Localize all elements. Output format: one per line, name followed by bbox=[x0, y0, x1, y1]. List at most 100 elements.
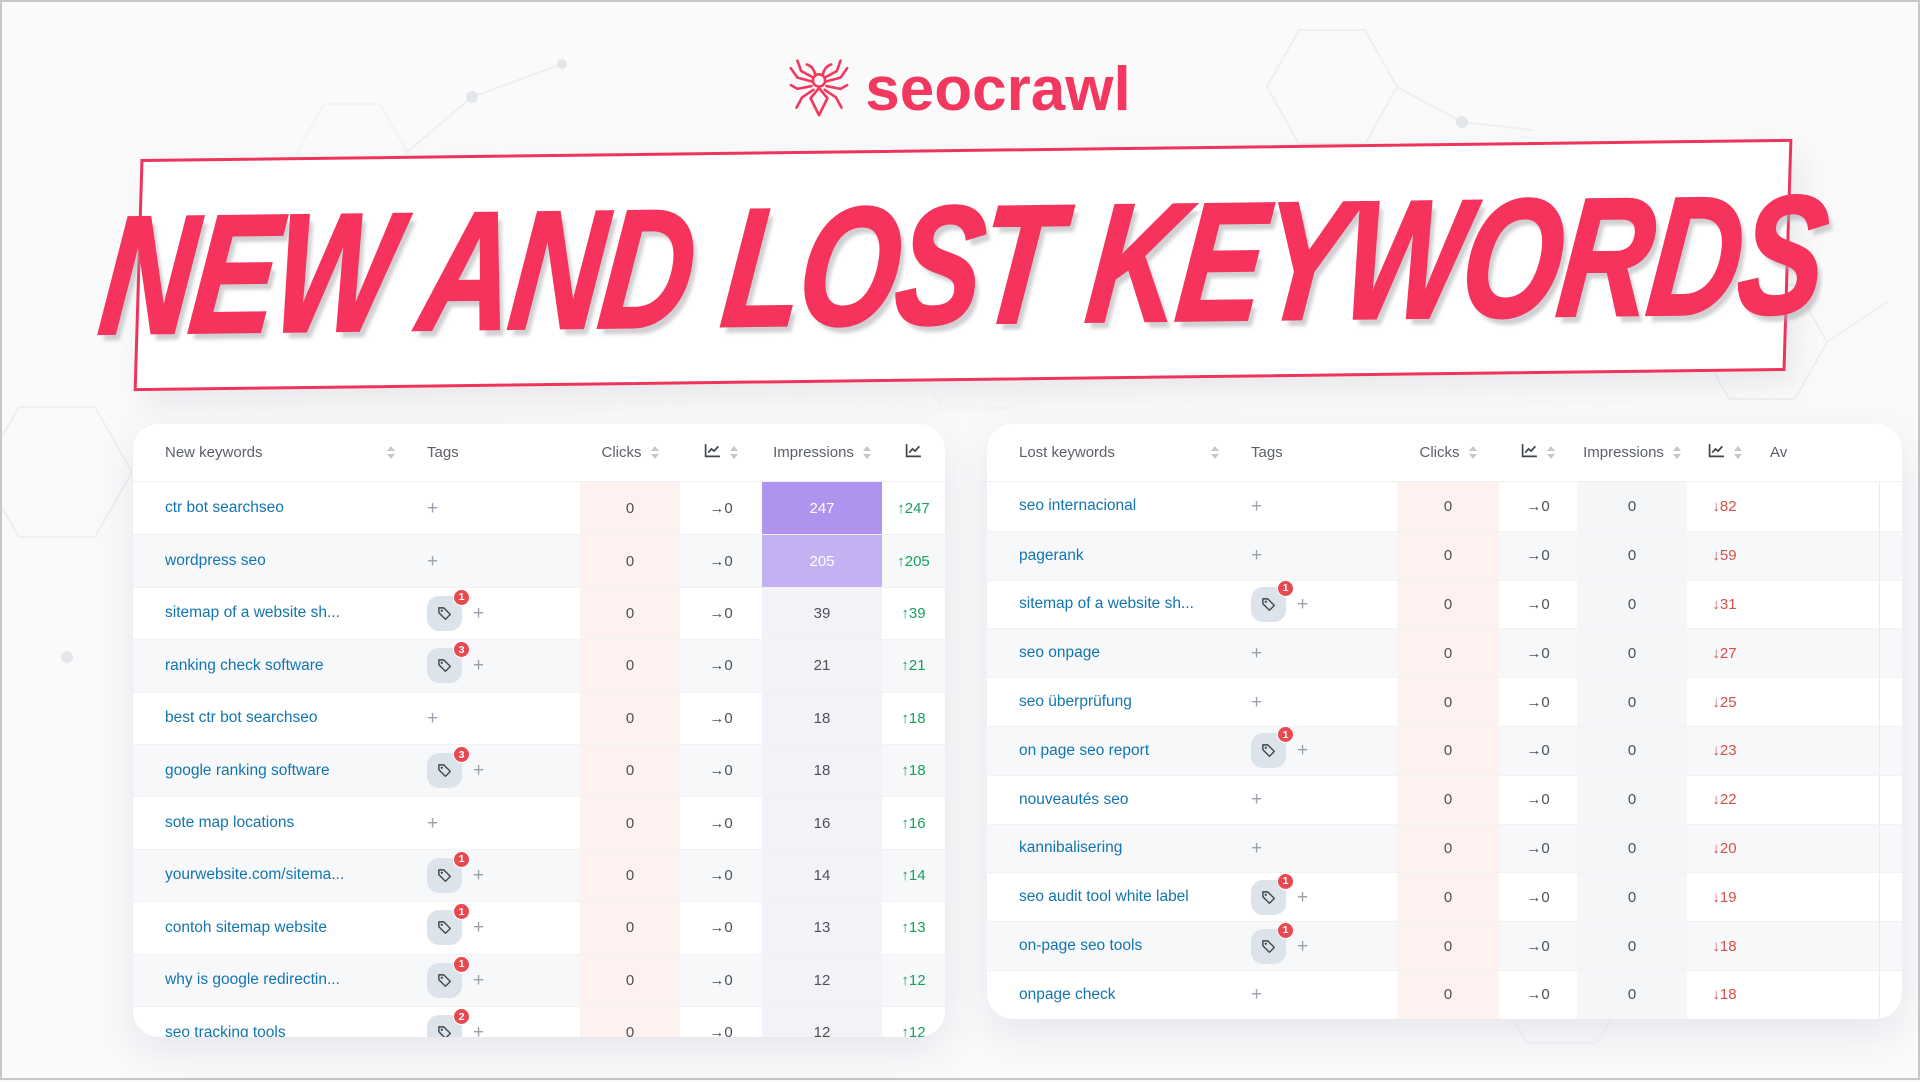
tag-chip[interactable]: 1 bbox=[427, 588, 470, 631]
column-header-clicks[interactable]: Clicks bbox=[601, 444, 642, 461]
impressions-value: 205 bbox=[762, 535, 882, 587]
tag-count-badge: 1 bbox=[453, 588, 470, 606]
line-chart-icon[interactable] bbox=[704, 443, 721, 462]
add-tag-button[interactable]: + bbox=[1251, 984, 1263, 1006]
tag-chip[interactable]: 3 bbox=[427, 641, 470, 684]
add-tag-button[interactable]: + bbox=[473, 602, 485, 624]
trend-value: →0 bbox=[1526, 937, 1550, 955]
keyword-link[interactable]: seo überprüfung bbox=[1019, 693, 1132, 711]
keyword-link[interactable]: pagerank bbox=[1019, 546, 1084, 564]
delta-value: ↑21 bbox=[901, 657, 926, 675]
add-tag-button[interactable]: + bbox=[1251, 642, 1263, 664]
sort-icon[interactable] bbox=[1211, 446, 1219, 459]
keyword-link[interactable]: seo onpage bbox=[1019, 644, 1101, 662]
sort-icon[interactable] bbox=[730, 446, 738, 459]
impressions-value: 0 bbox=[1577, 922, 1687, 970]
column-header-new-keywords[interactable]: New keywords bbox=[165, 444, 263, 461]
sort-icon[interactable] bbox=[1672, 446, 1681, 459]
column-header-tags[interactable]: Tags bbox=[427, 444, 459, 461]
add-tag-button[interactable]: + bbox=[473, 655, 485, 677]
table-row: kannibalisering +0 →0 0 ↓20 bbox=[987, 823, 1902, 873]
add-tag-button[interactable]: + bbox=[1297, 886, 1309, 908]
add-tag-button[interactable]: + bbox=[473, 864, 485, 886]
keyword-link[interactable]: kannibalisering bbox=[1019, 839, 1123, 857]
line-chart-icon[interactable] bbox=[1521, 443, 1538, 462]
column-header-clicks[interactable]: Clicks bbox=[1419, 444, 1460, 461]
impressions-value: 0 bbox=[1577, 970, 1687, 1019]
line-chart-icon[interactable] bbox=[905, 443, 922, 462]
keyword-link[interactable]: best ctr bot searchseo bbox=[165, 709, 318, 727]
impressions-value: 12 bbox=[762, 1006, 882, 1037]
keyword-link[interactable]: seo audit tool white label bbox=[1019, 888, 1189, 906]
keyword-link[interactable]: sitemap of a website sh... bbox=[1019, 595, 1194, 613]
tag-icon bbox=[1262, 890, 1276, 904]
impressions-value: 0 bbox=[1577, 678, 1687, 726]
delta-value: ↑205 bbox=[897, 552, 930, 570]
keyword-link[interactable]: sitemap of a website sh... bbox=[165, 604, 340, 622]
trend-value: →0 bbox=[709, 814, 733, 832]
tag-chip[interactable]: 1 bbox=[1251, 921, 1294, 964]
keyword-link[interactable]: wordpress seo bbox=[165, 552, 266, 570]
column-header-impressions[interactable]: Impressions bbox=[773, 444, 854, 461]
keyword-link[interactable]: on page seo report bbox=[1019, 741, 1150, 759]
column-header-average-position[interactable]: Av bbox=[1770, 444, 1788, 461]
table-row: google ranking software 3 +0 →0 18 ↑18 bbox=[133, 743, 945, 797]
line-chart-icon[interactable] bbox=[1708, 443, 1725, 462]
sort-icon[interactable] bbox=[1733, 446, 1742, 459]
tag-chip[interactable]: 1 bbox=[1251, 579, 1294, 622]
keyword-link[interactable]: ctr bot searchseo bbox=[165, 499, 284, 517]
keyword-link[interactable]: yourwebsite.com/sitema... bbox=[165, 866, 345, 884]
add-tag-button[interactable]: + bbox=[473, 760, 485, 782]
tag-chip[interactable]: 1 bbox=[427, 903, 470, 946]
tag-chip[interactable]: 2 bbox=[427, 1008, 470, 1037]
add-tag-button[interactable]: + bbox=[1251, 495, 1263, 517]
keyword-link[interactable]: ranking check software bbox=[165, 656, 324, 674]
tag-chip[interactable]: 1 bbox=[1251, 872, 1294, 915]
keyword-link[interactable]: sote map locations bbox=[165, 814, 295, 832]
trend-value: →0 bbox=[709, 762, 733, 780]
sort-icon[interactable] bbox=[387, 446, 395, 459]
add-tag-button[interactable]: + bbox=[427, 550, 439, 572]
delta-value: ↓20 bbox=[1712, 839, 1737, 857]
add-tag-button[interactable]: + bbox=[427, 707, 439, 729]
add-tag-button[interactable]: + bbox=[473, 1022, 485, 1037]
column-header-lost-keywords[interactable]: Lost keywords bbox=[1019, 444, 1115, 461]
add-tag-button[interactable]: + bbox=[1251, 837, 1263, 859]
add-tag-button[interactable]: + bbox=[427, 812, 439, 834]
table-row: seo internacional +0 →0 0 ↓82 bbox=[987, 482, 1902, 531]
sort-icon[interactable] bbox=[862, 446, 871, 459]
column-header-impressions[interactable]: Impressions bbox=[1583, 444, 1664, 461]
keyword-link[interactable]: on-page seo tools bbox=[1019, 937, 1143, 955]
table-row: sitemap of a website sh... 1 +0 →0 0 ↓31 bbox=[987, 579, 1902, 629]
add-tag-button[interactable]: + bbox=[1251, 545, 1263, 567]
delta-value: ↑18 bbox=[901, 762, 926, 780]
tag-chip[interactable]: 1 bbox=[427, 955, 470, 998]
add-tag-button[interactable]: + bbox=[1297, 740, 1309, 762]
add-tag-button[interactable]: + bbox=[1297, 935, 1309, 957]
keyword-link[interactable]: onpage check bbox=[1019, 985, 1116, 1003]
add-tag-button[interactable]: + bbox=[1251, 691, 1263, 713]
keyword-link[interactable]: seo internacional bbox=[1019, 497, 1137, 515]
keyword-link[interactable]: google ranking software bbox=[165, 761, 330, 779]
trend-value: →0 bbox=[709, 971, 733, 989]
tag-chip[interactable]: 1 bbox=[1251, 726, 1294, 769]
delta-value: ↑16 bbox=[901, 814, 926, 832]
delta-value: ↓27 bbox=[1712, 644, 1737, 662]
keyword-link[interactable]: seo tracking tools bbox=[165, 1023, 286, 1037]
keyword-link[interactable]: nouveautés seo bbox=[1019, 790, 1129, 808]
impressions-value: 18 bbox=[762, 744, 882, 797]
add-tag-button[interactable]: + bbox=[473, 969, 485, 991]
table-row: best ctr bot searchseo +0 →0 18 ↑18 bbox=[133, 691, 945, 744]
add-tag-button[interactable]: + bbox=[427, 497, 439, 519]
column-header-tags[interactable]: Tags bbox=[1251, 444, 1283, 461]
tag-chip[interactable]: 1 bbox=[427, 850, 470, 893]
keyword-link[interactable]: why is google redirectin... bbox=[165, 971, 340, 989]
sort-icon[interactable] bbox=[650, 446, 659, 459]
add-tag-button[interactable]: + bbox=[473, 917, 485, 939]
keyword-link[interactable]: contoh sitemap website bbox=[165, 918, 327, 936]
add-tag-button[interactable]: + bbox=[1251, 789, 1263, 811]
sort-icon[interactable] bbox=[1547, 446, 1555, 459]
sort-icon[interactable] bbox=[1468, 446, 1477, 459]
add-tag-button[interactable]: + bbox=[1297, 593, 1309, 615]
tag-chip[interactable]: 3 bbox=[427, 746, 470, 789]
